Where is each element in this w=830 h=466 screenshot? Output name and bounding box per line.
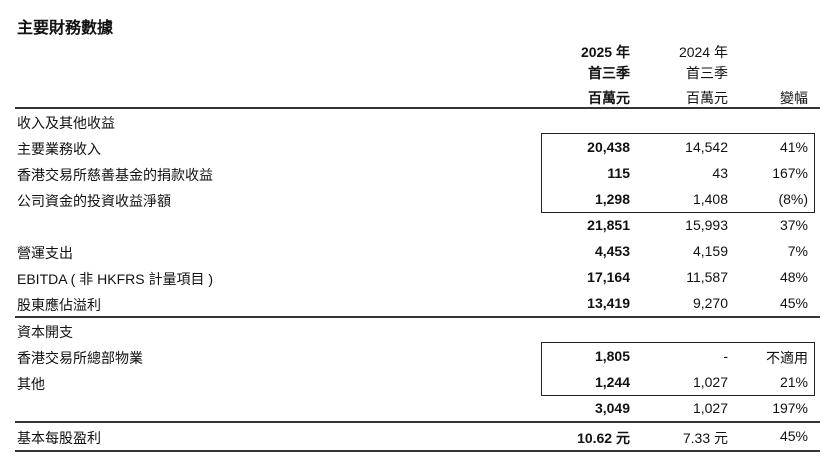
change-value: 48% <box>779 269 808 285</box>
section-rule <box>15 316 820 318</box>
table-row: 主要業務收入 20,438 14,542 41% <box>0 139 830 161</box>
row-label: 香港交易所總部物業 <box>17 350 143 366</box>
table-row: 營運支出 4,453 4,159 7% <box>0 243 830 265</box>
header-change: 變幅 <box>780 90 808 106</box>
value-2025: 4,453 <box>594 243 630 259</box>
change-value: 45% <box>779 295 808 311</box>
table-row: 其他 1,244 1,027 21% <box>0 374 830 396</box>
row-label: 股東應佔溢利 <box>17 297 101 313</box>
eps-rule <box>15 421 820 423</box>
change-value: 197% <box>772 400 808 416</box>
value-2024: 1,027 <box>692 400 728 416</box>
table-row: 公司資金的投資收益淨額 1,298 1,408 (8%) <box>0 191 830 213</box>
header-rule <box>15 107 820 109</box>
row-label: 主要業務收入 <box>17 141 101 157</box>
row-label: 收入及其他收益 <box>17 115 115 131</box>
value-2024: 1,408 <box>692 191 728 207</box>
header-2024-year: 2024 年 <box>678 44 728 60</box>
row-label: 資本開支 <box>17 324 73 340</box>
header-2024-unit: 百萬元 <box>686 90 728 106</box>
header-2025-unit: 百萬元 <box>588 90 630 106</box>
value-2024: 7.33 元 <box>682 430 728 446</box>
table-row: 收入及其他收益 <box>0 113 830 135</box>
bottom-rule <box>15 450 820 452</box>
value-2025: 13,419 <box>587 295 630 311</box>
value-2024: 43 <box>712 165 728 181</box>
change-value: 不適用 <box>766 350 808 366</box>
value-2025: 10.62 元 <box>577 430 630 446</box>
value-2025: 1,244 <box>594 374 630 390</box>
header-2024-period: 首三季 <box>686 65 728 81</box>
change-value: 41% <box>779 139 808 155</box>
row-label: 其他 <box>17 376 45 392</box>
value-2024: 11,587 <box>686 269 728 285</box>
change-value: 167% <box>772 165 808 181</box>
value-2025: 1,298 <box>594 191 630 207</box>
value-2024: 4,159 <box>692 243 728 259</box>
row-label: 營運支出 <box>17 245 73 261</box>
value-2025: 17,164 <box>587 269 630 285</box>
row-label: EBITDA ( 非 HKFRS 計量項目 ) <box>17 271 214 287</box>
header-2025-period: 首三季 <box>588 65 630 81</box>
table-row: 21,851 15,993 37% <box>0 217 830 239</box>
table-row: 資本開支 <box>0 322 830 344</box>
value-2024: 15,993 <box>685 217 728 233</box>
table-row: 基本每股盈利 10.62 元 7.33 元 45% <box>0 428 830 450</box>
change-value: 21% <box>779 374 808 390</box>
row-label: 基本每股盈利 <box>17 430 101 446</box>
table-row: EBITDA ( 非 HKFRS 計量項目 ) 17,164 11,587 48% <box>0 269 830 291</box>
revenue-box <box>541 133 815 213</box>
value-2025: 20,438 <box>587 139 630 155</box>
value-2024: - <box>723 348 728 364</box>
value-2025: 3,049 <box>594 400 630 416</box>
change-value: 7% <box>787 243 808 259</box>
change-value: 45% <box>779 428 808 444</box>
row-label: 香港交易所慈善基金的捐款收益 <box>17 167 213 183</box>
value-2024: 14,542 <box>685 139 728 155</box>
value-2024: 1,027 <box>692 374 728 390</box>
table-row: 3,049 1,027 197% <box>0 400 830 422</box>
row-label: 公司資金的投資收益淨額 <box>17 193 171 209</box>
change-value: 37% <box>779 217 808 233</box>
change-value: (8%) <box>778 191 808 207</box>
table-row: 香港交易所慈善基金的捐款收益 115 43 167% <box>0 165 830 187</box>
table-row: 股東應佔溢利 13,419 9,270 45% <box>0 295 830 317</box>
header-2025-year: 2025 年 <box>580 44 630 60</box>
capex-box <box>541 342 815 396</box>
value-2025: 21,851 <box>587 217 630 233</box>
value-2024: 9,270 <box>692 295 728 311</box>
table-row: 香港交易所總部物業 1,805 - 不適用 <box>0 348 830 370</box>
value-2025: 115 <box>607 165 630 181</box>
value-2025: 1,805 <box>594 348 630 364</box>
page-title: 主要財務數據 <box>17 20 114 37</box>
